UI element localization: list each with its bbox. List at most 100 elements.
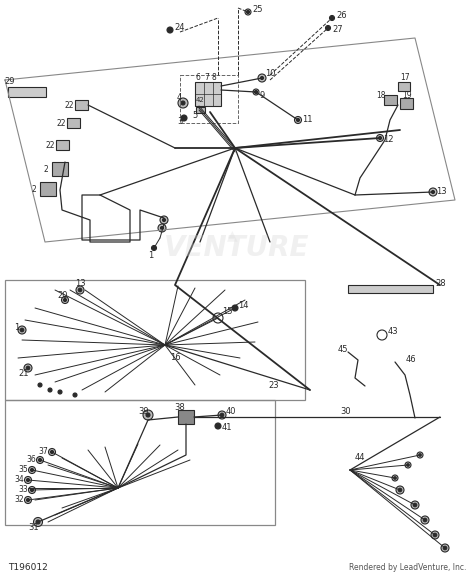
Text: T196012: T196012 (8, 563, 48, 572)
Text: 14: 14 (238, 301, 248, 311)
Text: 42: 42 (196, 97, 205, 103)
Circle shape (429, 188, 437, 196)
Circle shape (443, 546, 447, 550)
Circle shape (146, 413, 150, 417)
Circle shape (161, 226, 164, 230)
Circle shape (421, 516, 429, 524)
Circle shape (27, 499, 29, 501)
Text: 38: 38 (174, 403, 185, 413)
Circle shape (255, 91, 257, 93)
Circle shape (433, 533, 437, 537)
Bar (400, 98, 413, 109)
Bar (5, 280, 305, 400)
Text: 22: 22 (57, 119, 66, 128)
Circle shape (431, 531, 439, 539)
Circle shape (48, 449, 55, 456)
Circle shape (431, 190, 435, 194)
Text: 30: 30 (340, 407, 351, 417)
Text: 29: 29 (4, 77, 15, 87)
Text: 8: 8 (212, 73, 217, 83)
Text: 22: 22 (65, 100, 74, 109)
Circle shape (413, 503, 417, 507)
Text: 21: 21 (18, 368, 28, 378)
Text: 26: 26 (336, 10, 346, 19)
Circle shape (36, 520, 40, 524)
Text: 32: 32 (14, 496, 24, 504)
Text: 15: 15 (222, 308, 233, 316)
Text: 16: 16 (170, 354, 181, 363)
Circle shape (25, 477, 31, 484)
Text: 5: 5 (192, 112, 197, 120)
Circle shape (160, 216, 168, 224)
Circle shape (379, 136, 382, 139)
Text: 27: 27 (332, 26, 343, 34)
Text: 11: 11 (302, 116, 312, 124)
Text: 2: 2 (32, 185, 37, 194)
Circle shape (423, 518, 427, 522)
Circle shape (64, 299, 66, 301)
Bar (56, 140, 69, 150)
Bar (52, 162, 68, 176)
Text: 7: 7 (204, 73, 209, 83)
Circle shape (245, 9, 251, 15)
Circle shape (73, 393, 77, 397)
Text: 45: 45 (338, 346, 348, 355)
Circle shape (30, 469, 34, 472)
Circle shape (58, 390, 62, 394)
Circle shape (246, 10, 249, 14)
Text: 40: 40 (226, 407, 237, 417)
Circle shape (297, 119, 300, 121)
Circle shape (18, 326, 26, 334)
Circle shape (28, 466, 36, 473)
Text: 1: 1 (14, 324, 19, 332)
Circle shape (38, 458, 42, 461)
Circle shape (261, 77, 264, 80)
Circle shape (28, 486, 36, 493)
Text: 1: 1 (148, 252, 153, 261)
Text: Rendered by LeadVenture, Inc.: Rendered by LeadVenture, Inc. (348, 563, 466, 572)
Text: 33: 33 (18, 485, 28, 494)
Circle shape (258, 74, 266, 82)
Circle shape (392, 475, 398, 481)
Text: 13: 13 (75, 280, 86, 288)
Circle shape (76, 286, 84, 294)
Text: 44: 44 (355, 453, 365, 462)
Circle shape (405, 462, 411, 468)
Text: 46: 46 (406, 355, 417, 364)
Bar (40, 182, 56, 196)
Circle shape (25, 496, 31, 504)
Circle shape (419, 454, 421, 456)
Circle shape (51, 450, 54, 453)
Bar (8, 87, 46, 97)
Text: 9: 9 (260, 92, 265, 100)
Circle shape (181, 115, 187, 121)
Bar (75, 100, 88, 110)
Circle shape (163, 218, 165, 222)
Circle shape (20, 328, 24, 332)
Text: 36: 36 (26, 456, 36, 465)
Text: 41: 41 (222, 423, 233, 433)
Circle shape (36, 457, 44, 464)
Circle shape (38, 383, 42, 387)
Text: 12: 12 (383, 135, 393, 144)
Text: 28: 28 (435, 280, 446, 288)
Circle shape (167, 27, 173, 33)
Circle shape (253, 89, 259, 95)
Circle shape (398, 488, 402, 492)
Circle shape (232, 305, 238, 311)
Circle shape (215, 423, 221, 429)
Circle shape (24, 364, 32, 372)
Text: 2: 2 (44, 164, 49, 174)
Bar (384, 95, 397, 105)
Text: 34: 34 (14, 476, 24, 485)
Circle shape (143, 410, 153, 420)
Circle shape (34, 517, 43, 527)
Text: 6: 6 (196, 73, 201, 83)
Circle shape (441, 544, 449, 552)
Text: 23: 23 (268, 380, 279, 390)
Text: 39: 39 (138, 406, 149, 415)
Text: VENTURE: VENTURE (164, 234, 310, 262)
Bar (180, 75, 238, 123)
Circle shape (376, 135, 383, 142)
Text: 43: 43 (388, 328, 399, 336)
